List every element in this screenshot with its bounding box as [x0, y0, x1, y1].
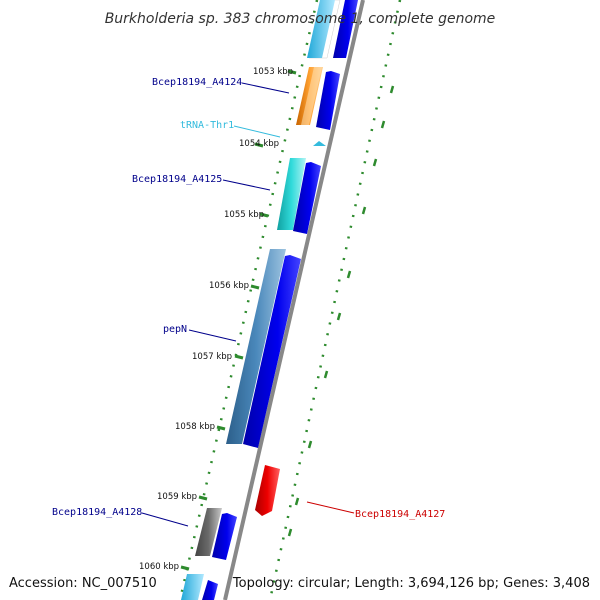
summary-text: Topology: circular; Length: 3,694,126 bp… [232, 576, 590, 591]
gene-labels: Bcep18194_A4124 tRNA-Thr1 Bcep18194_A412… [52, 77, 445, 527]
feature-a4125-teal[interactable] [277, 158, 306, 230]
feature-a4124-white [301, 67, 322, 125]
label-trna-thr1: tRNA-Thr1 [180, 120, 234, 131]
feature-bottom-cyan [181, 574, 204, 600]
chromosome-backbone [223, 0, 365, 600]
kbp-tick-1056: 1056 kbp [209, 281, 249, 291]
feature-a4124-cds[interactable] [316, 71, 340, 130]
feature-a4128-gray[interactable] [195, 508, 222, 556]
gc-track-inner [178, 0, 319, 600]
kbp-tick-1053: 1053 kbp [253, 67, 293, 77]
feature-pepn-cds[interactable] [243, 255, 301, 448]
feature-trna-thr1[interactable] [313, 141, 326, 146]
feature-a4125-cds[interactable] [293, 162, 321, 234]
kbp-tick-1057: 1057 kbp [192, 352, 232, 362]
feature-a4127[interactable] [255, 465, 280, 516]
label-bcep18194-a4124: Bcep18194_A4124 [152, 77, 242, 88]
label-bcep18194-a4127: Bcep18194_A4127 [355, 509, 445, 520]
label-bcep18194-a4125: Bcep18194_A4125 [132, 174, 222, 185]
kbp-tick-1058: 1058 kbp [175, 422, 215, 432]
feature-bottom-blue [202, 580, 218, 600]
feature-pepn-steel[interactable] [226, 249, 286, 444]
kbp-tick-1060: 1060 kbp [139, 562, 179, 572]
kbp-tick-1055: 1055 kbp [224, 210, 264, 220]
label-bcep18194-a4128: Bcep18194_A4128 [52, 507, 142, 518]
feature-top-blue [333, 0, 358, 58]
feature-top-cyan [307, 0, 335, 58]
map-title: Burkholderia sp. 383 chromosome 1, compl… [105, 11, 496, 27]
kbp-tick-1054: 1054 kbp [239, 139, 279, 149]
kbp-ticks: 1053 kbp 1054 kbp 1055 kbp 1056 kbp 1057… [139, 67, 297, 572]
label-pepn: pepN [163, 324, 187, 335]
feature-a4128-cds[interactable] [212, 513, 237, 560]
kbp-tick-1059: 1059 kbp [157, 492, 197, 502]
accession-text: Accession: NC_007510 [9, 576, 157, 591]
gc-track-outer-marks [287, 85, 395, 537]
